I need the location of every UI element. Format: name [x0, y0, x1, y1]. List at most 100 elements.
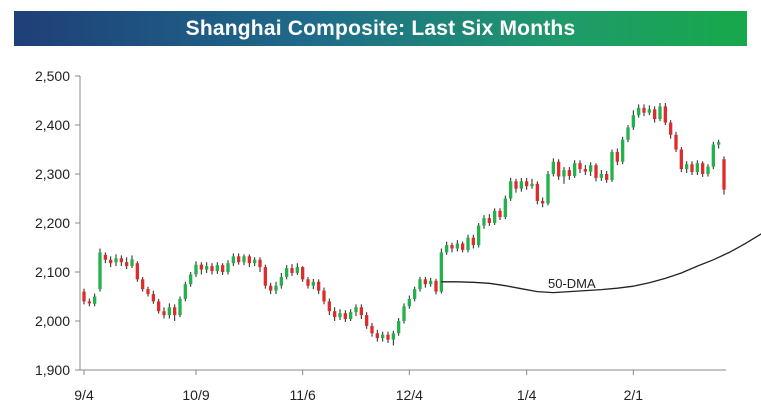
candle-down — [301, 267, 305, 280]
y-tick-label: 1,900 — [35, 362, 70, 378]
candle-down — [525, 181, 529, 187]
candle-down — [471, 237, 475, 246]
candle-up — [503, 198, 507, 218]
candle-down — [269, 285, 273, 291]
candle-up — [562, 170, 566, 177]
candle-up — [589, 165, 593, 172]
candle-up — [445, 245, 449, 253]
candle-down — [327, 301, 331, 312]
candle-up — [493, 210, 497, 223]
candle-up — [402, 306, 406, 321]
candle-down — [365, 315, 369, 326]
candle-up — [93, 296, 97, 304]
candle-down — [450, 245, 454, 249]
candle-down — [663, 106, 667, 123]
candle-down — [162, 311, 166, 316]
candle-up — [279, 276, 283, 286]
candle-up — [130, 259, 134, 267]
y-tick-label: 2,300 — [35, 166, 70, 182]
candle-down — [583, 169, 587, 172]
candle-up — [194, 264, 198, 275]
candle-up — [397, 321, 401, 334]
candle-up — [114, 258, 118, 263]
candle-down — [653, 109, 657, 120]
candle-up — [546, 174, 550, 204]
candle-down — [317, 281, 321, 291]
candle-down — [701, 163, 705, 174]
candle-up — [178, 298, 182, 316]
y-tick-label: 2,100 — [35, 264, 70, 280]
candle-up — [338, 313, 342, 318]
candle-down — [109, 259, 113, 264]
candle-down — [487, 218, 491, 223]
candle-down — [119, 258, 123, 263]
candle-up — [226, 263, 230, 272]
candle-down — [125, 262, 129, 267]
y-tick-label: 2,000 — [35, 313, 70, 329]
chart-title: Shanghai Composite: Last Six Months — [185, 16, 576, 40]
candle-up — [706, 166, 710, 174]
candle-up — [455, 243, 459, 249]
candle-down — [375, 333, 379, 339]
x-tick-label: 10/9 — [182, 387, 209, 403]
candle-up — [610, 151, 614, 180]
candle-down — [461, 243, 465, 250]
candle-down — [173, 307, 177, 316]
candle-up — [295, 267, 299, 273]
candle-down — [221, 265, 225, 272]
candle-down — [615, 151, 619, 162]
candle-down — [423, 279, 427, 285]
candle-down — [87, 301, 91, 304]
candle-up — [274, 285, 278, 291]
candle-down — [343, 313, 347, 320]
candle-down — [386, 334, 390, 340]
candle-up — [637, 107, 641, 116]
candle-down — [237, 256, 241, 263]
candle-up — [354, 307, 358, 313]
x-tick-label: 2/1 — [624, 387, 644, 403]
candle-down — [210, 266, 214, 272]
candle-up — [253, 259, 257, 264]
moving-average-line — [441, 233, 761, 294]
candle-up — [215, 265, 219, 272]
candle-up — [631, 115, 635, 128]
candle-up — [647, 109, 651, 113]
candle-down — [157, 301, 161, 312]
candle-up — [439, 252, 443, 292]
candle-down — [370, 325, 374, 334]
candle-up — [429, 280, 433, 285]
candle-down — [535, 183, 539, 201]
candle-down — [498, 210, 502, 218]
candle-down — [135, 263, 139, 280]
candle-down — [578, 163, 582, 170]
candle-down — [199, 264, 203, 270]
candle-up — [573, 163, 577, 176]
candle-down — [333, 311, 337, 318]
candle-up — [685, 164, 689, 170]
candle-down — [679, 149, 683, 170]
x-tick-label: 11/6 — [290, 387, 316, 403]
candle-down — [434, 280, 438, 292]
candle-up — [599, 174, 603, 178]
candle-up — [391, 333, 395, 340]
candle-down — [146, 289, 150, 295]
candle-up — [231, 256, 235, 264]
y-tick-label: 2,200 — [35, 215, 70, 231]
candle-up — [311, 281, 315, 286]
candle-down — [669, 122, 673, 135]
candle-down — [359, 307, 363, 316]
candle-up — [381, 334, 385, 339]
candle-up — [717, 142, 721, 145]
candle-down — [557, 161, 561, 177]
candle-up — [285, 268, 289, 277]
candle-up — [242, 256, 246, 263]
candle-down — [258, 259, 262, 268]
candle-up — [551, 161, 555, 174]
candle-up — [413, 289, 417, 299]
moving-average-label: 50-DMA — [548, 276, 596, 291]
candle-down — [141, 279, 145, 290]
candle-up — [519, 181, 523, 189]
candle-up — [626, 127, 630, 140]
candle-up — [477, 225, 481, 246]
